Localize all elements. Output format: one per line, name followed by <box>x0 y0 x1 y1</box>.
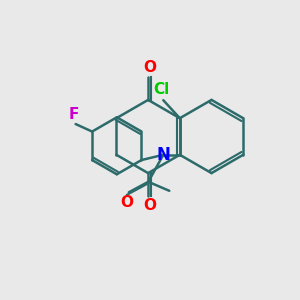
Text: O: O <box>120 195 133 210</box>
Text: O: O <box>143 60 156 75</box>
Text: O: O <box>143 198 156 213</box>
Text: F: F <box>69 106 79 122</box>
Text: N: N <box>156 146 170 164</box>
Text: Cl: Cl <box>154 82 170 97</box>
